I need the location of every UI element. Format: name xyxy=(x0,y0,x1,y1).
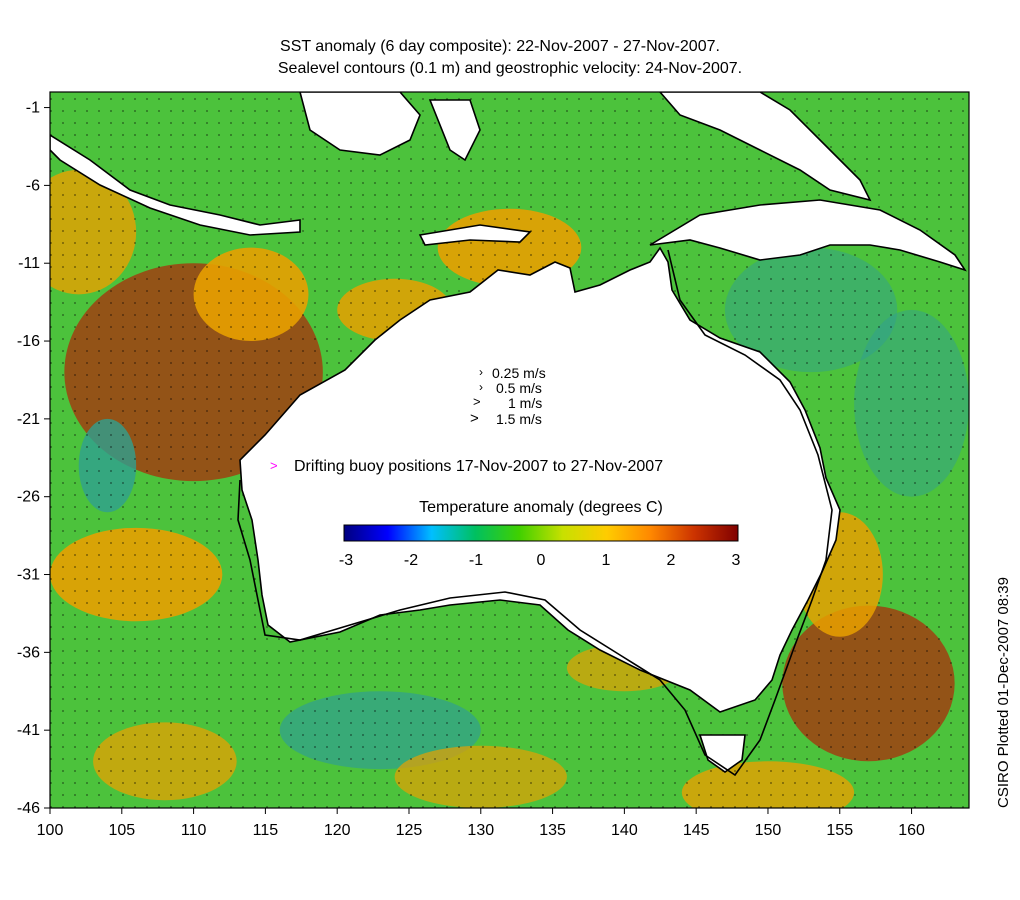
map-title-line-1: SST anomaly (6 day composite): 22-Nov-20… xyxy=(280,38,720,55)
y-tick-label: -46 xyxy=(17,800,40,817)
colorbar-tick-label: -1 xyxy=(469,552,483,569)
x-tick-label: 150 xyxy=(755,822,782,839)
colorbar-tick-label: 1 xyxy=(602,552,611,569)
x-tick-label: 125 xyxy=(396,822,423,839)
sulawesi xyxy=(428,99,481,162)
plot-frame xyxy=(49,91,970,809)
y-tick-label: -1 xyxy=(26,100,40,117)
x-axis-ticks: 100 105 110 115 120 125 130 135 140 145 150 155 160 xyxy=(37,808,925,839)
borneo xyxy=(299,92,421,156)
velocity-arrow-025-icon: › xyxy=(479,365,483,379)
y-tick-label: -16 xyxy=(17,333,40,350)
colorbar-title: Temperature anomaly (degrees C) xyxy=(419,499,663,516)
colorbar-tick-label: 0 xyxy=(537,552,546,569)
velocity-label-025: 0.25 m/s xyxy=(492,365,546,381)
x-tick-label: 145 xyxy=(683,822,710,839)
x-tick-label: 135 xyxy=(539,822,566,839)
y-tick-label: -6 xyxy=(26,177,40,194)
velocity-arrow-05-icon: › xyxy=(479,380,483,394)
colorbar-tick-label: 2 xyxy=(667,552,676,569)
shelf-contour xyxy=(237,249,833,777)
buoy-marker-icon: > xyxy=(270,458,278,473)
y-tick-label: -41 xyxy=(17,722,40,739)
x-tick-label: 105 xyxy=(108,822,135,839)
colorbar: Temperature anomaly (degrees C) -3 -2 -1 0 1… xyxy=(339,499,741,569)
colorbar-bar xyxy=(343,524,739,542)
y-tick-label: -36 xyxy=(17,644,40,661)
land-masses xyxy=(50,92,967,773)
new-guinea xyxy=(649,199,967,272)
velocity-label-15: 1.5 m/s xyxy=(496,411,542,427)
credit-text: CSIRO Plotted 01-Dec-2007 08:39 xyxy=(995,577,1012,808)
colorbar-ticks: -3 -2 -1 0 1 2 3 xyxy=(339,552,741,569)
velocity-arrow-1-icon: > xyxy=(473,394,481,409)
y-axis-ticks: -1 -6 -11 -16 -21 -26 -31 -36 -41 -46 xyxy=(17,100,50,817)
map-title-line-2: Sealevel contours (0.1 m) and geostrophi… xyxy=(277,60,743,77)
x-tick-label: 100 xyxy=(37,822,64,839)
x-tick-label: 140 xyxy=(611,822,638,839)
velocity-label-05: 0.5 m/s xyxy=(496,380,542,396)
sst-field xyxy=(50,92,969,808)
velocity-legend: › 0.25 m/s › 0.5 m/s > 1 m/s > 1.5 m/s xyxy=(470,365,546,427)
philippines-part xyxy=(658,92,872,202)
velocity-arrow-15-icon: > xyxy=(470,410,479,427)
x-tick-label: 120 xyxy=(324,822,351,839)
buoy-legend: > Drifting buoy positions 17-Nov-2007 to… xyxy=(270,458,663,475)
colorbar-tick-label: -3 xyxy=(339,552,353,569)
x-tick-label: 160 xyxy=(898,822,925,839)
colorbar-tick-label: 3 xyxy=(732,552,741,569)
buoy-legend-label: Drifting buoy positions 17-Nov-2007 to 2… xyxy=(294,458,663,475)
x-tick-label: 155 xyxy=(826,822,853,839)
colorbar-tick-label: -2 xyxy=(404,552,418,569)
x-tick-label: 130 xyxy=(467,822,494,839)
australia-landmass xyxy=(239,246,841,713)
java-sumatra xyxy=(50,134,301,236)
y-tick-label: -26 xyxy=(17,489,40,506)
velocity-label-1: 1 m/s xyxy=(508,395,542,411)
timor-islands xyxy=(418,224,532,246)
x-tick-label: 110 xyxy=(181,822,207,839)
x-tick-label: 115 xyxy=(253,822,279,839)
y-tick-label: -31 xyxy=(17,567,40,584)
y-tick-label: -21 xyxy=(17,411,40,428)
y-tick-label: -11 xyxy=(18,255,40,272)
